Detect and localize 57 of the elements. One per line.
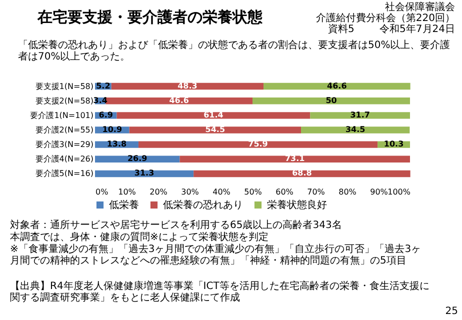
x-tick-label: 30%	[181, 188, 200, 196]
data-label: 26.9	[127, 154, 148, 164]
bar	[180, 156, 410, 163]
bar	[111, 82, 264, 90]
bar	[310, 112, 410, 119]
x-tick-label: 60%	[276, 188, 294, 196]
text: 「低栄養の恐れあり」および「低栄養」の状態である者の割合は、要支援者は50%以上、要介護者は70%以上であった。	[18, 39, 450, 62]
data-label: 13.8	[106, 140, 128, 149]
y-tick-label: 要支援2(N=58)	[35, 96, 94, 106]
data-label: 34.5	[345, 125, 366, 134]
text: 介護給付費分科会（第220回）	[316, 12, 455, 24]
y-tick-label: 要支援1(N=58)	[35, 82, 94, 91]
data-label: 50	[326, 96, 338, 105]
bar	[194, 170, 410, 178]
data-label: 31.7	[350, 110, 370, 120]
x-tick-label: 40%	[212, 188, 231, 196]
x-tick-label: 90%	[370, 188, 388, 196]
text: 本調査では、身体・健康の質問※によって栄養状態を判定	[10, 231, 268, 243]
x-tick-label: 50%	[244, 188, 262, 196]
data-label: 68.8	[292, 168, 312, 178]
data-label: 10.9	[102, 125, 122, 134]
data-label: 31.3	[134, 168, 154, 178]
data-label: 46.6	[327, 81, 348, 90]
text: 社会保障審議会	[385, 1, 455, 13]
data-label: 6.9	[98, 110, 114, 120]
x-tick-label: 0%	[96, 188, 109, 196]
x-tick-label: 100%	[388, 188, 411, 196]
chart-title: 在宅要支援・要介護者の栄養状態	[36, 8, 264, 26]
bar	[116, 112, 310, 119]
bar	[301, 126, 410, 134]
bar	[129, 126, 302, 134]
x-tick-label: 80%	[338, 188, 357, 196]
y-tick-label: 要介護3(N=29)	[35, 140, 94, 150]
text: ※「食事量減少の有無」「過去3ヶ月間での体重減少の有無」「自立歩行の可否」「過去3ヶ月間での精神的ストレスなどへの罹患経験の有無」「神経・精神的問題の有無」の5項目	[10, 243, 422, 266]
text: 対象者：通所サービスや居宅サービスを利用する65歳以上の高齢者343名	[10, 219, 342, 231]
data-label: 61.4	[204, 110, 224, 120]
x-tick-label: 10%	[118, 188, 136, 196]
text: 令和5年7月24日	[380, 23, 455, 35]
bar	[138, 141, 378, 148]
legend-label: 低栄養	[109, 199, 139, 211]
data-label: 5.2	[96, 81, 110, 90]
data-label: 48.3	[178, 81, 198, 90]
text: 25	[445, 306, 458, 317]
bar	[264, 82, 410, 90]
x-tick-label: 20%	[150, 188, 168, 196]
x-tick-label: 70%	[307, 188, 326, 196]
text: 【出典】R4年度老人保健健康増進等事業「ICT等を活用した在宅高齢者の栄養・食生活支援に関する調査研究事業」をもとに老人保健課にて作成	[10, 280, 430, 304]
legend-label: 低栄養の恐れあり	[163, 199, 243, 211]
data-label: 10.3	[384, 140, 404, 149]
y-tick-label: 要介護1(N=101)	[30, 110, 94, 120]
bar	[252, 97, 410, 104]
text: 資料5	[328, 23, 354, 35]
legend-label: 栄養状態良好	[267, 199, 327, 211]
y-tick-label: 要介護2(N=55)	[35, 126, 94, 134]
data-label: 46.6	[169, 96, 190, 105]
y-tick-label: 要介護4(N=26)	[35, 154, 94, 164]
y-tick-label: 要介護5(N=16)	[35, 169, 94, 178]
